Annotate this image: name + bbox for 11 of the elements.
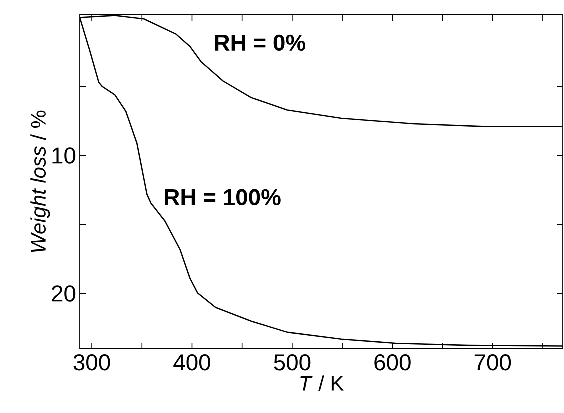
legend-label: RH = 0% <box>215 34 306 52</box>
x-axis-title: T / K <box>300 376 344 391</box>
series-label: RH = 100% <box>165 189 281 206</box>
x-tick-label: 500 <box>274 354 311 371</box>
x-tick-label: 400 <box>174 354 210 371</box>
y-tick-label: 20 <box>52 286 76 302</box>
y-tick-label: 10 <box>52 148 76 164</box>
y-axis-title: Weight loss / % <box>30 110 50 252</box>
x-tick-label: 700 <box>474 354 512 371</box>
x-tick-label: 600 <box>374 354 411 371</box>
x-tick-label: 300 <box>74 354 110 371</box>
